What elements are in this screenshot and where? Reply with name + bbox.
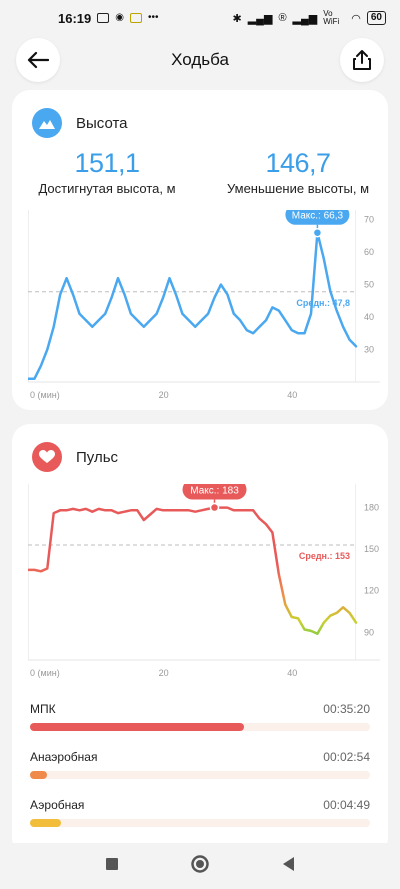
message-icon (97, 13, 110, 23)
square-icon (106, 857, 119, 870)
altitude-gained: 151,1 Достигнутая высота, м (32, 148, 182, 196)
x-tick-label: 40 (287, 390, 297, 400)
x-tick-label: 20 (159, 668, 169, 678)
system-navigation (0, 843, 400, 889)
gallery-icon (129, 13, 142, 23)
more-notifications-icon: ••• (147, 12, 159, 23)
zone-bar (30, 723, 245, 731)
status-right: ✱ ▂▄▆ ® ▂▄▆ Vo WiFi ◠ 60 (232, 9, 386, 26)
zone-row: МПК 00:35:20 (30, 702, 370, 750)
signal-icon: ▂▄▆ (247, 12, 273, 25)
max-badge-label: Макс.: 183 (190, 486, 239, 497)
zone-bar (30, 771, 47, 779)
back-nav-button[interactable] (281, 856, 295, 877)
max-badge (285, 210, 350, 225)
series-line (28, 231, 358, 381)
x-tick-label: 0 (мин) (30, 668, 60, 678)
top-nav: Ходьба (0, 36, 400, 84)
altitude-title: Высота (76, 114, 128, 132)
zone-time: 00:04:49 (323, 798, 370, 812)
x-tick-label: 20 (159, 390, 169, 400)
status-time: 16:19 (58, 10, 92, 26)
signal-icon-2: ▂▄▆ (292, 12, 318, 25)
zone-time: 00:35:20 (323, 702, 370, 716)
y-tick-label: 50 (364, 280, 374, 290)
y-tick-label: 90 (364, 627, 374, 637)
y-tick-label: 30 (364, 345, 374, 355)
back-arrow-icon (27, 51, 49, 69)
average-label: Средн.: 47,8 (296, 298, 350, 308)
altitude-header: Высота (32, 108, 128, 138)
registered-icon: ® (278, 12, 287, 24)
x-tick-label: 40 (287, 668, 297, 678)
max-badge-label: Макс.: 66,3 (292, 211, 344, 222)
heart-rate-card: Пульс 180 150 120 90 0 (мин) 20 40 Средн.: 153 М… (12, 424, 388, 856)
y-tick-label: 150 (364, 544, 379, 554)
battery-indicator: 60 (366, 11, 386, 25)
page-title: Ходьба (171, 50, 229, 69)
max-point (209, 502, 220, 513)
triangle-back-icon (282, 856, 294, 871)
recent-apps-button[interactable] (105, 857, 119, 876)
altitude-lost-value: 146,7 (265, 148, 331, 178)
share-button[interactable] (340, 38, 384, 82)
messenger-icon: ◉ (115, 12, 124, 23)
share-icon (353, 50, 371, 70)
status-bar: 16:19 ◉ ••• ✱ ▂▄▆ ® ▂▄▆ Vo WiFi ◠ 60 (0, 0, 400, 36)
zone-name: МПК (30, 702, 56, 716)
altitude-chart: 70 60 50 40 30 0 (мин) 20 40 Средн.: 47,8 Макс.: … (28, 210, 380, 400)
max-badge (182, 484, 247, 500)
altitude-gained-value: 151,1 (74, 148, 140, 178)
y-tick-label: 120 (364, 586, 379, 596)
zone-time: 00:02:54 (323, 750, 370, 764)
zone-row: Анаэробная 00:02:54 (30, 750, 370, 798)
y-tick-label: 60 (364, 247, 374, 257)
zone-name: Аэробная (30, 798, 85, 812)
altitude-lost: 146,7 Уменьшение высоты, м (218, 148, 378, 196)
zone-bar (30, 819, 61, 827)
y-tick-label: 40 (364, 312, 374, 322)
heart-rate-zones: МПК 00:35:20 Анаэробная 00:02:54 Аэробна… (30, 702, 370, 846)
series-line (28, 506, 358, 635)
altitude-gained-label: Достигнутая высота, м (38, 181, 176, 196)
home-button[interactable] (190, 854, 210, 879)
average-label: Средн.: 153 (299, 551, 350, 561)
heart-rate-title: Пульс (76, 448, 119, 466)
zone-track (30, 819, 370, 827)
heart-rate-header: Пульс (32, 442, 118, 472)
heart-icon (32, 442, 62, 472)
heart-rate-chart: 180 150 120 90 0 (мин) 20 40 Средн.: 153 Макс.: … (28, 484, 380, 678)
altitude-card: Высота 151,1 Достигнутая высота, м 146,7… (12, 90, 388, 410)
mountain-icon (32, 108, 62, 138)
chart-frame (28, 484, 356, 660)
zone-row: Аэробная 00:04:49 (30, 798, 370, 846)
max-point (312, 227, 323, 238)
chart-frame (28, 210, 356, 382)
circle-icon (191, 854, 209, 873)
wifi-icon: ◠ (351, 12, 361, 25)
bluetooth-icon: ✱ (232, 12, 242, 25)
y-tick-label: 180 (364, 503, 379, 513)
x-tick-label: 0 (мин) (30, 390, 60, 400)
back-button[interactable] (16, 38, 60, 82)
y-tick-label: 70 (364, 215, 374, 225)
zone-track (30, 723, 370, 731)
altitude-lost-label: Уменьшение высоты, м (226, 181, 370, 196)
zone-name: Анаэробная (30, 750, 98, 764)
zone-track (30, 771, 370, 779)
vowifi-label: Vo WiFi (323, 9, 340, 26)
